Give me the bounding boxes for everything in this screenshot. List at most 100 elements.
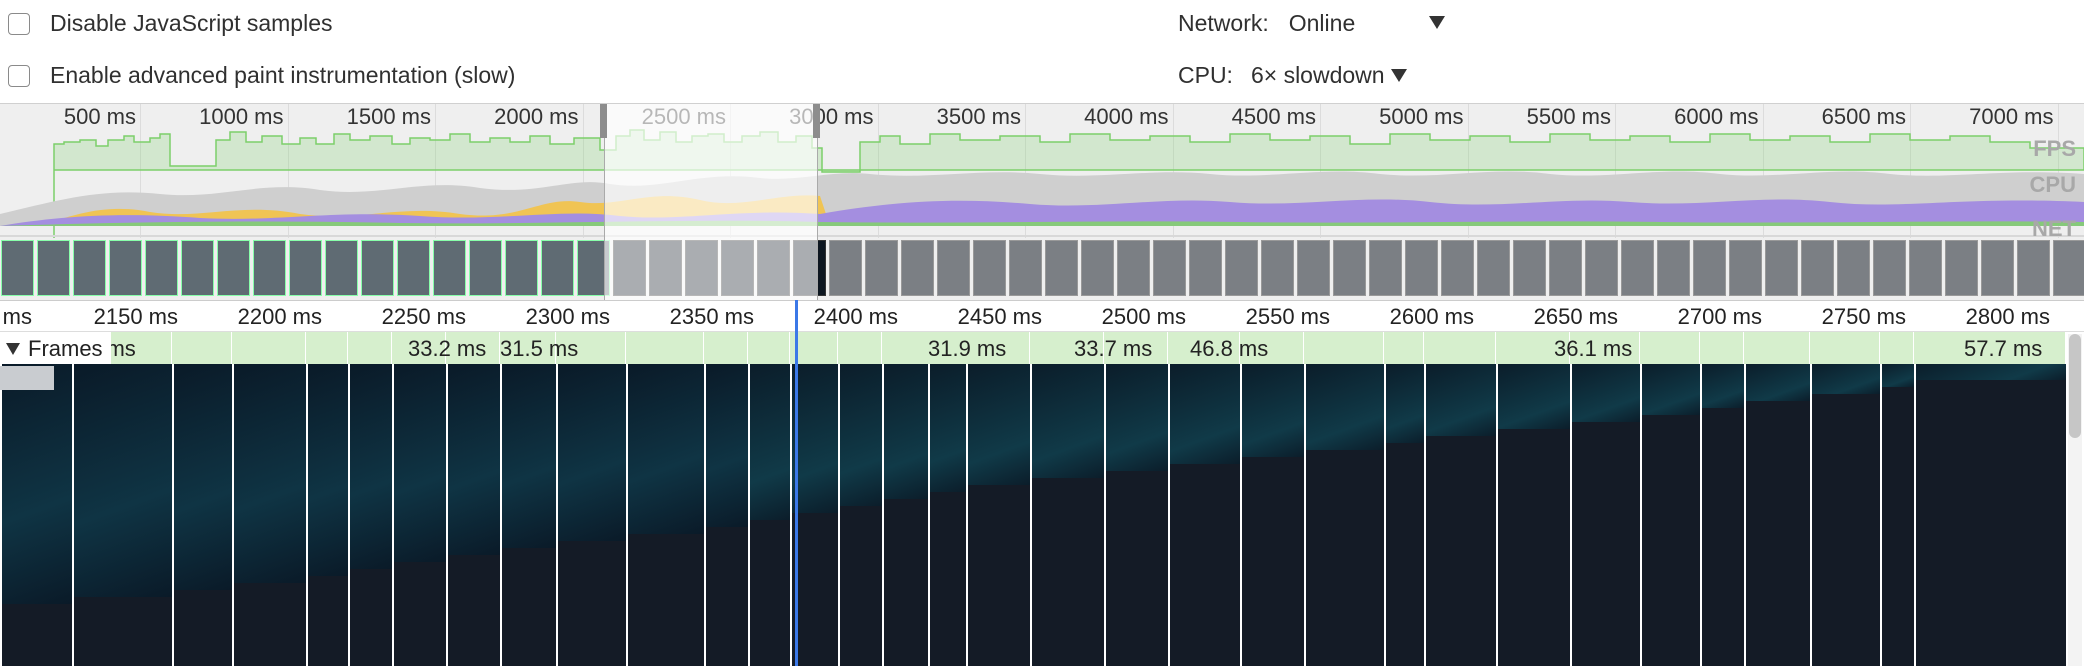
frame-block[interactable]: [556, 332, 626, 364]
frame-duration-label: 31.5 ms: [500, 336, 579, 361]
frame-block[interactable]: [1810, 332, 1880, 364]
overview-selection-window[interactable]: [604, 104, 818, 300]
advanced-paint-checkbox[interactable]: [8, 64, 30, 87]
frame-block[interactable]: [1700, 332, 1744, 364]
frame-block[interactable]: [838, 332, 882, 364]
flamechart-tick-label: 2600 ms: [1389, 304, 1474, 329]
flamechart-scrollbar[interactable]: [2068, 334, 2082, 666]
frame-block[interactable]: [882, 332, 1030, 364]
disable-js-samples-label: Disable JavaScript samples: [50, 10, 333, 36]
flamechart-pane[interactable]: ms 2150 ms 2200 ms 2250 ms 2300 ms 2350 ms 240…: [0, 300, 2084, 666]
frame-block[interactable]: [446, 332, 500, 364]
frame-block[interactable]: [232, 332, 306, 364]
frame-screenshot: [1030, 364, 1104, 666]
frame-screenshot: [306, 364, 348, 666]
filmstrip-thumbnail: [1477, 240, 1510, 296]
frame-block[interactable]: [1744, 332, 1810, 364]
advanced-paint-label: Enable advanced paint instrumentation (s…: [50, 62, 516, 88]
frame-block[interactable]: [1030, 332, 1104, 364]
screenshot-scene: [1426, 364, 1496, 436]
frame-duration-label: 57.7 ms: [1964, 336, 2043, 361]
screenshot-scene: [750, 364, 790, 520]
filmstrip-thumbnail: [1585, 240, 1618, 296]
frame-screenshot: [232, 364, 306, 666]
screenshot-scene: [930, 364, 966, 492]
overview-tick-label: 4500 ms: [1231, 104, 1316, 129]
frame-block[interactable]: [1384, 332, 1424, 364]
overview-tick-label: 5000 ms: [1379, 104, 1464, 129]
overview-tick-label: 3500 ms: [936, 104, 1021, 129]
flamechart-tick-label: 2450 ms: [957, 304, 1042, 329]
frame-block[interactable]: [392, 332, 446, 364]
frame-block[interactable]: [790, 332, 838, 364]
filmstrip-thumbnail: [217, 240, 250, 296]
filmstrip-thumbnail: [1621, 240, 1654, 296]
filmstrip-thumbnail: [1873, 240, 1906, 296]
frame-block[interactable]: [348, 332, 392, 364]
disable-js-samples-setting[interactable]: Disable JavaScript samples: [8, 10, 333, 37]
frame-screenshot: [1496, 364, 1570, 666]
flamechart-tick-label: 2650 ms: [1533, 304, 1618, 329]
cpu-painting-area: [0, 220, 2084, 226]
frame-block[interactable]: [172, 332, 232, 364]
frame-block[interactable]: [1304, 332, 1384, 364]
network-select[interactable]: Online: [1288, 10, 1356, 36]
screenshot-scene: [1386, 364, 1424, 443]
frame-block[interactable]: [1880, 332, 1914, 364]
cpu-dropdown-icon[interactable]: [1390, 69, 1407, 82]
selection-right-handle[interactable]: [813, 104, 820, 138]
frame-block[interactable]: [626, 332, 704, 364]
filmstrip-thumbnail: [1801, 240, 1834, 296]
scrollbar-thumb[interactable]: [2069, 334, 2081, 438]
frame-block[interactable]: [1424, 332, 1496, 364]
filmstrip-thumbnail: [1765, 240, 1798, 296]
time-cursor-line: [795, 300, 798, 666]
screenshot-scene: [1032, 364, 1104, 478]
cpu-select[interactable]: 6× slowdown: [1250, 62, 1385, 88]
frame-block[interactable]: [704, 332, 748, 364]
frame-block[interactable]: [748, 332, 790, 364]
frame-block[interactable]: [306, 332, 348, 364]
selection-left-handle[interactable]: [600, 104, 607, 138]
advanced-paint-setting[interactable]: Enable advanced paint instrumentation (s…: [8, 62, 515, 89]
filmstrip-thumbnail: [1225, 240, 1258, 296]
frame-duration-label: 33.2 ms: [408, 336, 487, 361]
filmstrip-thumbnail: [937, 240, 970, 296]
filmstrip-thumbnail: [1549, 240, 1582, 296]
filmstrip-thumbnail: [109, 240, 142, 296]
overview-tick-label: 1000 ms: [199, 104, 284, 129]
screenshot-scene: [706, 364, 748, 527]
flamechart-tick-label: 2150 ms: [93, 304, 178, 329]
filmstrip-thumbnail: [1333, 240, 1366, 296]
filmstrip-thumbnail: [541, 240, 574, 296]
cpu-track-label: CPU: [2029, 172, 2076, 197]
screenshot-scene: [350, 364, 392, 569]
filmstrip-thumbnail: [469, 240, 502, 296]
capture-settings-pane: Disable JavaScript samples Enable advanc…: [0, 0, 2084, 104]
frame-block[interactable]: [500, 332, 556, 364]
disable-js-samples-checkbox[interactable]: [8, 12, 30, 35]
frame-block[interactable]: [1640, 332, 1700, 364]
filmstrip-thumbnail: [1, 240, 34, 296]
frame-screenshot: [1880, 364, 1914, 666]
frame-block[interactable]: [1168, 332, 1240, 364]
frame-block[interactable]: [1570, 332, 1640, 364]
frames-track-label: Frames: [28, 336, 103, 361]
frame-block[interactable]: [1104, 332, 1168, 364]
frame-duration-label: 46.8 ms: [1190, 336, 1269, 361]
net-track-label: NET: [2032, 216, 2076, 241]
flamechart-tick-label: ms: [2, 304, 32, 329]
flamechart-tick-label: 2700 ms: [1677, 304, 1762, 329]
frame-block[interactable]: [1496, 332, 1570, 364]
collapse-triangle-icon[interactable]: [6, 343, 20, 355]
flamechart-tick-label: 2250 ms: [381, 304, 466, 329]
filmstrip-thumbnail: [1693, 240, 1726, 296]
frame-block[interactable]: [1240, 332, 1304, 364]
frame-screenshot: [72, 364, 172, 666]
frames-track-header[interactable]: Frames: [0, 332, 111, 364]
frame-block[interactable]: [1914, 332, 2066, 364]
network-dropdown-icon[interactable]: [1429, 16, 1445, 29]
